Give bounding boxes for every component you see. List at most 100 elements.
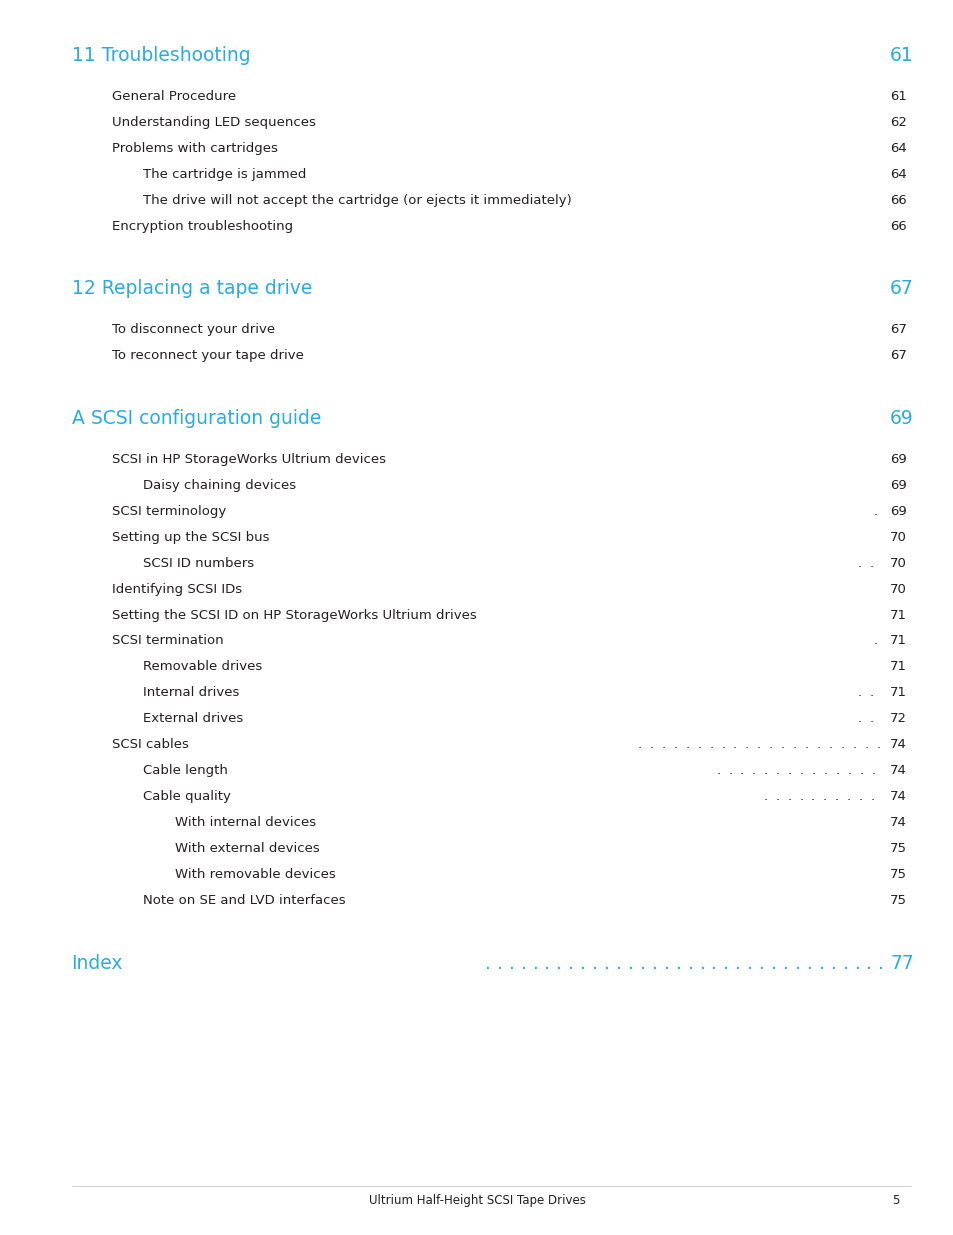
Text: .: . bbox=[740, 764, 743, 777]
Text: .: . bbox=[663, 953, 669, 973]
Text: To reconnect your tape drive: To reconnect your tape drive bbox=[112, 350, 303, 362]
Text: .: . bbox=[816, 739, 820, 751]
Text: Setting the SCSI ID on HP StorageWorks Ultrium drives: Setting the SCSI ID on HP StorageWorks U… bbox=[112, 609, 476, 621]
Text: .: . bbox=[840, 739, 843, 751]
Text: 77: 77 bbox=[889, 953, 913, 973]
Text: SCSI in HP StorageWorks Ultrium devices: SCSI in HP StorageWorks Ultrium devices bbox=[112, 453, 385, 466]
Text: Encryption troubleshooting: Encryption troubleshooting bbox=[112, 220, 293, 232]
Text: .: . bbox=[532, 953, 537, 973]
Text: .: . bbox=[735, 953, 740, 973]
Text: .: . bbox=[722, 953, 728, 973]
Text: .: . bbox=[763, 764, 767, 777]
Text: 74: 74 bbox=[889, 816, 906, 829]
Text: Internal drives: Internal drives bbox=[143, 687, 239, 699]
Text: .: . bbox=[508, 953, 514, 973]
Text: .: . bbox=[846, 790, 850, 803]
Text: .: . bbox=[639, 953, 645, 973]
Text: .: . bbox=[799, 764, 803, 777]
Text: .: . bbox=[744, 739, 748, 751]
Text: .: . bbox=[878, 953, 883, 973]
Text: To disconnect your drive: To disconnect your drive bbox=[112, 324, 274, 336]
Text: .: . bbox=[720, 739, 724, 751]
Text: .: . bbox=[716, 764, 720, 777]
Text: .: . bbox=[484, 953, 490, 973]
Text: .: . bbox=[616, 953, 621, 973]
Text: Cable length: Cable length bbox=[143, 764, 228, 777]
Text: External drives: External drives bbox=[143, 713, 243, 725]
Text: 62: 62 bbox=[889, 116, 906, 128]
Text: 75: 75 bbox=[889, 842, 906, 855]
Text: 71: 71 bbox=[889, 635, 906, 647]
Text: 70: 70 bbox=[889, 583, 906, 595]
Text: .: . bbox=[699, 953, 704, 973]
Text: Identifying SCSI IDs: Identifying SCSI IDs bbox=[112, 583, 241, 595]
Text: 64: 64 bbox=[889, 142, 906, 154]
Text: .: . bbox=[649, 739, 653, 751]
Text: 12 Replacing a tape drive: 12 Replacing a tape drive bbox=[71, 279, 312, 299]
Text: .: . bbox=[651, 953, 657, 973]
Text: SCSI termination: SCSI termination bbox=[112, 635, 223, 647]
Text: Cable quality: Cable quality bbox=[143, 790, 231, 803]
Text: A SCSI configuration guide: A SCSI configuration guide bbox=[71, 409, 320, 429]
Text: The cartridge is jammed: The cartridge is jammed bbox=[143, 168, 306, 180]
Text: 64: 64 bbox=[889, 168, 906, 180]
Text: .: . bbox=[859, 764, 862, 777]
Text: .: . bbox=[687, 953, 693, 973]
Text: .: . bbox=[660, 739, 665, 751]
Text: .: . bbox=[822, 790, 826, 803]
Text: .: . bbox=[775, 790, 779, 803]
Text: .: . bbox=[810, 790, 815, 803]
Text: .: . bbox=[863, 739, 867, 751]
Text: .: . bbox=[857, 713, 861, 725]
Text: .: . bbox=[872, 635, 877, 647]
Text: .: . bbox=[544, 953, 550, 973]
Text: .: . bbox=[818, 953, 823, 973]
Text: .: . bbox=[857, 687, 861, 699]
Text: .: . bbox=[822, 764, 827, 777]
Text: .: . bbox=[579, 953, 585, 973]
Text: .: . bbox=[811, 764, 815, 777]
Text: .: . bbox=[835, 764, 839, 777]
Text: .: . bbox=[556, 953, 561, 973]
Text: Index: Index bbox=[71, 953, 123, 973]
Text: .: . bbox=[846, 764, 851, 777]
Text: With removable devices: With removable devices bbox=[174, 868, 335, 881]
Text: .: . bbox=[806, 953, 812, 973]
Text: 69: 69 bbox=[889, 453, 906, 466]
Text: .: . bbox=[834, 790, 839, 803]
Text: .: . bbox=[869, 713, 873, 725]
Text: .: . bbox=[675, 953, 680, 973]
Text: 11 Troubleshooting: 11 Troubleshooting bbox=[71, 46, 250, 65]
Text: .: . bbox=[787, 764, 791, 777]
Text: .: . bbox=[697, 739, 700, 751]
Text: .: . bbox=[780, 739, 784, 751]
Text: 67: 67 bbox=[889, 350, 906, 362]
Text: 66: 66 bbox=[889, 194, 906, 206]
Text: General Procedure: General Procedure bbox=[112, 90, 235, 103]
Text: .: . bbox=[592, 953, 598, 973]
Text: .: . bbox=[708, 739, 713, 751]
Text: 71: 71 bbox=[889, 661, 906, 673]
Text: .: . bbox=[775, 764, 780, 777]
Text: Setting up the SCSI bus: Setting up the SCSI bus bbox=[112, 531, 269, 543]
Text: .: . bbox=[768, 739, 772, 751]
Text: .: . bbox=[711, 953, 717, 973]
Text: .: . bbox=[870, 790, 874, 803]
Text: .: . bbox=[762, 790, 767, 803]
Text: .: . bbox=[603, 953, 609, 973]
Text: SCSI ID numbers: SCSI ID numbers bbox=[143, 557, 253, 569]
Text: .: . bbox=[684, 739, 689, 751]
Text: .: . bbox=[497, 953, 502, 973]
Text: 69: 69 bbox=[889, 505, 906, 517]
Text: 67: 67 bbox=[889, 324, 906, 336]
Text: 74: 74 bbox=[889, 739, 906, 751]
Text: 74: 74 bbox=[889, 790, 906, 803]
Text: .: . bbox=[827, 739, 832, 751]
Text: 74: 74 bbox=[889, 764, 906, 777]
Text: .: . bbox=[875, 739, 880, 751]
Text: .: . bbox=[841, 953, 847, 973]
Text: .: . bbox=[756, 739, 760, 751]
Text: .: . bbox=[782, 953, 788, 973]
Text: .: . bbox=[792, 739, 796, 751]
Text: .: . bbox=[568, 953, 574, 973]
